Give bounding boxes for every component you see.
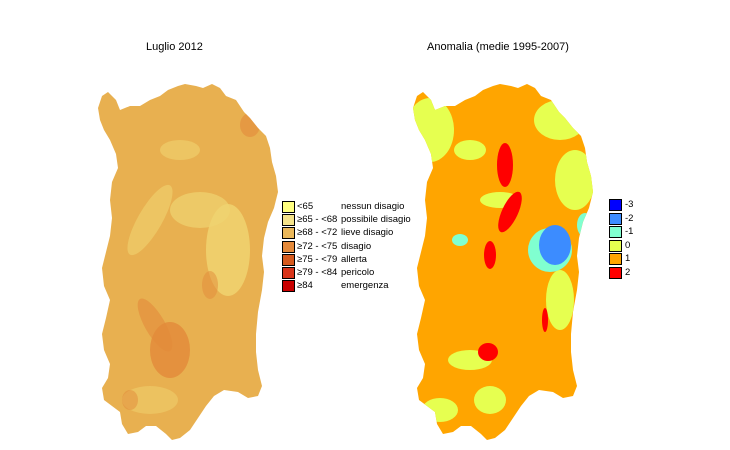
legend-range: ≥72 - <75 [297,240,338,252]
right-legend-item: 0 [609,239,649,253]
legend-label: pericolo [341,267,375,278]
right-legend-item: -2 [609,212,649,226]
legend-range: <65 [297,201,314,212]
legend-label: 0 [625,239,631,251]
legend-label: lieve disagio [341,227,394,239]
legend-label: 2 [625,267,631,278]
left-legend-item: ≥79 - <84 pericolo [282,267,432,280]
legend-swatch [609,212,622,225]
legend-label: 1 [625,253,631,265]
legend-label: -2 [625,212,634,224]
legend-label: emergenza [341,280,389,292]
legend-swatch [282,214,295,227]
left-map-title: Luglio 2012 [146,41,203,53]
legend-label: nessun disagio [341,201,405,212]
legend-label: allerta [341,253,367,265]
legend-range: ≥68 - <72 [297,227,338,239]
legend-swatch [282,201,295,213]
legend-swatch [609,199,622,211]
legend-swatch [609,226,622,239]
legend-range: ≥79 - <84 [297,267,338,278]
right-legend-item: 2 [609,267,649,280]
legend-label: disagio [341,240,372,252]
left-legend-item: ≥68 - <72 lieve disagio [282,227,432,240]
left-legend-item: ≥72 - <75 disagio [282,240,432,254]
left-legend-item: ≥65 - <68 possibile disagio [282,214,432,227]
legend-label: -1 [625,226,634,238]
right-legend-item: -3 [609,199,649,212]
left-legend-item: ≥75 - <79 allerta [282,253,432,267]
legend-label: possibile disagio [341,214,411,226]
legend-swatch [609,267,622,279]
legend-range: ≥75 - <79 [297,253,338,265]
left-legend-item: <65 nessun disagio [282,201,432,214]
legend-swatch [609,239,622,252]
legend-label: -3 [625,199,634,210]
legend-swatch [282,267,295,279]
legend-swatch [609,253,622,266]
legend-range: ≥65 - <68 [297,214,338,226]
legend-range: ≥84 [297,280,313,292]
right-legend-item: 1 [609,253,649,266]
left-legend-item: ≥84 emergenza [282,280,432,293]
legend-swatch [282,280,295,293]
legend-swatch [282,240,295,253]
right-legend-item: -1 [609,226,649,239]
legend-swatch [282,227,295,240]
right-map-title: Anomalia (medie 1995-2007) [427,41,569,53]
legend-swatch [282,253,295,266]
